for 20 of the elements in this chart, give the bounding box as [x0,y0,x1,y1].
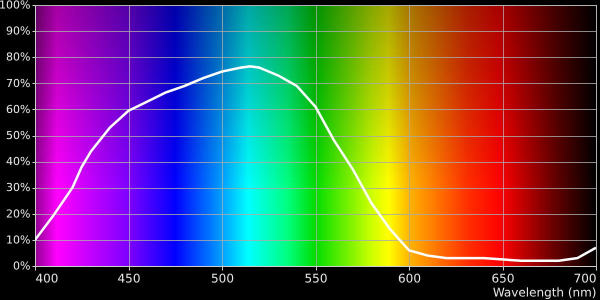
x-tick-label: 700 [574,272,596,286]
y-tick-label: 0% [13,260,30,272]
y-tick-label: 50% [6,129,30,142]
x-tick-label: 450 [118,272,140,286]
y-tick-label: 70% [6,76,30,90]
y-tick-label: 40% [6,155,30,168]
y-tick-label: 10% [6,233,30,246]
x-tick-label: 400 [36,272,58,286]
y-tick-label: 100% [0,0,30,12]
x-tick-label: 650 [492,272,514,286]
y-tick-label: 30% [6,181,30,194]
y-tick-label: 20% [6,207,30,220]
y-tick-label: 90% [6,24,30,38]
y-tick-label: 80% [6,50,30,64]
x-tick-label: 600 [398,272,421,286]
x-tick-label: 550 [304,272,328,286]
x-axis-title: Wavelength (nm) [492,286,596,300]
line-series [35,65,596,262]
x-tick-label: 500 [211,272,234,286]
y-tick-label: 60% [6,102,30,116]
